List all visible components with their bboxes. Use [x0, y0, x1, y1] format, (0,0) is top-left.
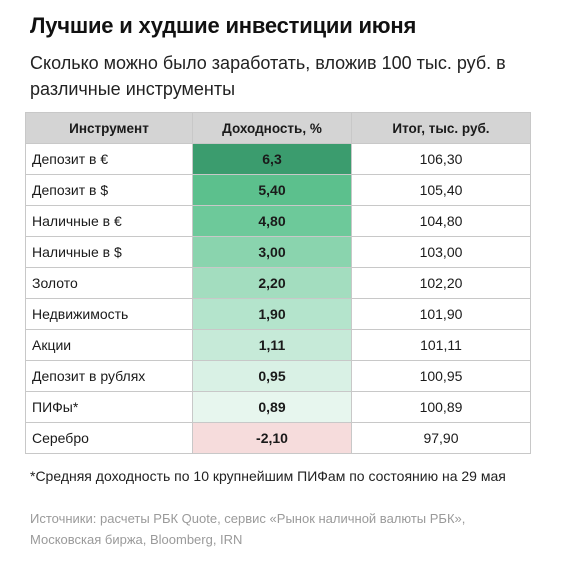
yield-cell: 4,80 — [192, 205, 352, 237]
total-cell: 101,11 — [351, 329, 531, 361]
table-header-row: Инструмент Доходность, % Итог, тыс. руб. — [25, 112, 531, 144]
total-cell: 105,40 — [351, 174, 531, 206]
instrument-cell: Акции — [25, 329, 193, 361]
yield-cell: 6,3 — [192, 143, 352, 175]
chart-subtitle: Сколько можно было заработать, вложив 10… — [30, 53, 506, 99]
table-row: Наличные в $3,00 103,00 — [25, 236, 531, 268]
instrument-cell: Депозит в $ — [25, 174, 193, 206]
instrument-cell: Депозит в € — [25, 143, 193, 175]
table-row: ПИФы* 0,89 100,89 — [25, 391, 531, 423]
column-header-total: Итог, тыс. руб. — [351, 112, 531, 144]
total-cell: 101,90 — [351, 298, 531, 330]
total-cell: 102,20 — [351, 267, 531, 299]
total-cell: 100,89 — [351, 391, 531, 423]
yield-cell: 3,00 — [192, 236, 352, 268]
investments-table: Инструмент Доходность, % Итог, тыс. руб.… — [25, 112, 531, 454]
yield-cell: 1,11 — [192, 329, 352, 361]
total-cell: 104,80 — [351, 205, 531, 237]
sources-note: Источники: расчеты РБК Quote, сервис «Ры… — [30, 511, 466, 547]
instrument-cell: Недвижимость — [25, 298, 193, 330]
yield-cell: -2,10 — [192, 422, 352, 454]
total-cell: 103,00 — [351, 236, 531, 268]
yield-cell: 1,90 — [192, 298, 352, 330]
yield-cell: 0,89 — [192, 391, 352, 423]
column-header-instrument: Инструмент — [25, 112, 193, 144]
footnote: *Средняя доходность по 10 крупнейшим ПИФ… — [30, 468, 506, 484]
table-row: Золото 2,20 102,20 — [25, 267, 531, 299]
instrument-cell: ПИФы* — [25, 391, 193, 423]
instrument-cell: Наличные в $ — [25, 236, 193, 268]
yield-cell: 5,40 — [192, 174, 352, 206]
column-header-yield: Доходность, % — [192, 112, 352, 144]
instrument-cell: Наличные в € — [25, 205, 193, 237]
table-row: Депозит в рублях 0,95 100,95 — [25, 360, 531, 392]
total-cell: 106,30 — [351, 143, 531, 175]
instrument-cell: Золото — [25, 267, 193, 299]
total-cell: 100,95 — [351, 360, 531, 392]
instrument-cell: Депозит в рублях — [25, 360, 193, 392]
table-body: Депозит в €6,3 106,30 Депозит в $5,40 105,4… — [25, 143, 531, 454]
yield-cell: 2,20 — [192, 267, 352, 299]
table-row: Депозит в €6,3 106,30 — [25, 143, 531, 175]
table-row: Серебро -2,10 97,90 — [25, 422, 531, 454]
table-row: Наличные в €4,80 104,80 — [25, 205, 531, 237]
instrument-cell: Серебро — [25, 422, 193, 454]
table-row: Недвижимость 1,90 101,90 — [25, 298, 531, 330]
yield-cell: 0,95 — [192, 360, 352, 392]
table-row: Акции 1,11 101,11 — [25, 329, 531, 361]
total-cell: 97,90 — [351, 422, 531, 454]
chart-title: Лучшие и худшие инвестиции июня — [30, 13, 417, 38]
table-row: Депозит в $5,40 105,40 — [25, 174, 531, 206]
